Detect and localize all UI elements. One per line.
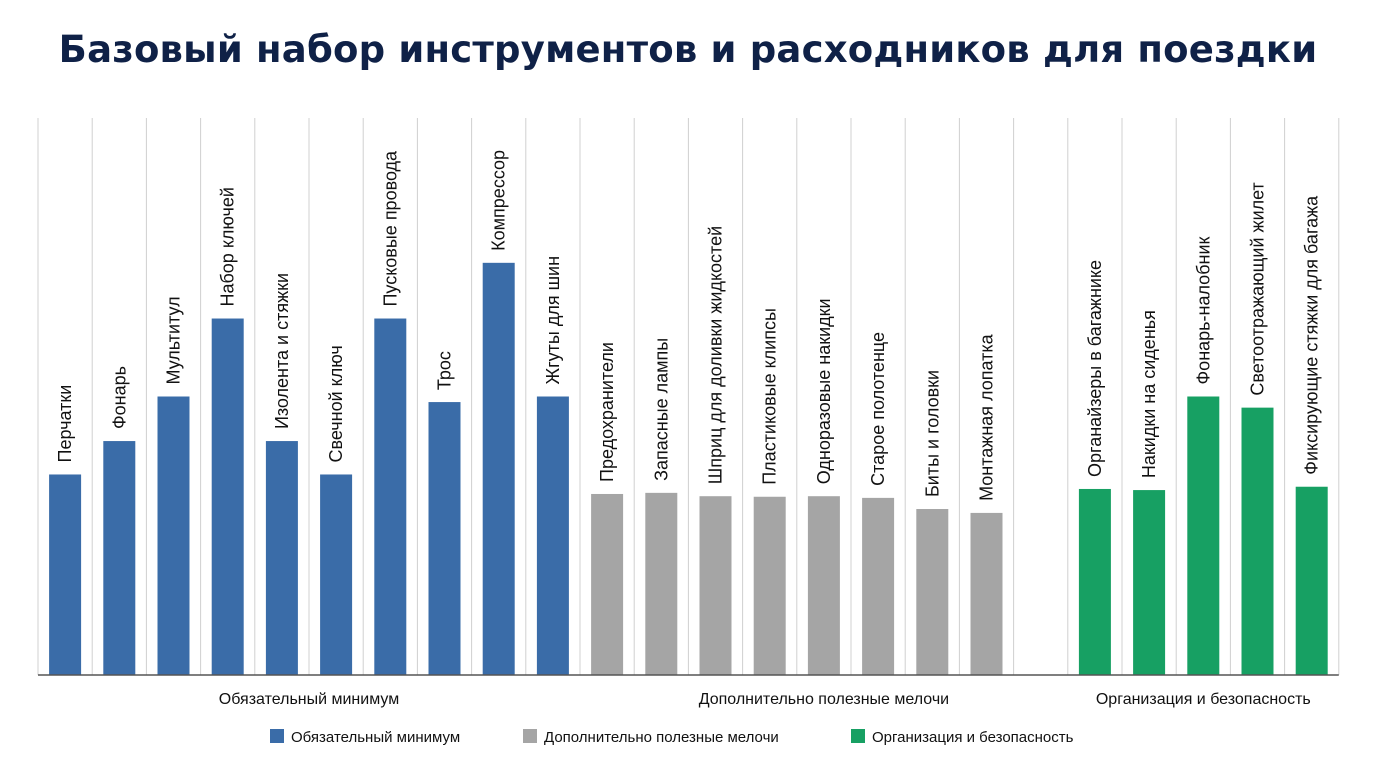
bar-label: Изолента и стяжки — [272, 273, 292, 429]
bar-label: Свечной ключ — [326, 345, 346, 462]
bar-label: Мультитул — [164, 296, 184, 384]
bar — [1295, 486, 1328, 675]
chart-title: Базовый набор инструментов и расходников… — [58, 28, 1318, 71]
group-label: Организация и безопасность — [1096, 691, 1311, 708]
bar-label: Монтажная лопатка — [977, 333, 997, 501]
bar — [482, 262, 515, 675]
bar — [536, 396, 569, 675]
bar — [1133, 490, 1166, 675]
bar — [211, 318, 244, 675]
bar — [916, 509, 949, 675]
bar-label: Одноразовые накидки — [814, 298, 834, 484]
bar — [862, 497, 895, 675]
bar — [970, 512, 1003, 675]
bar-label: Светоотражающий жилет — [1248, 182, 1268, 395]
bar-label: Компрессор — [489, 150, 509, 251]
bar-label: Пластиковые клипсы — [760, 308, 780, 485]
legend-label: Дополнительно полезные мелочи — [544, 729, 779, 746]
bar-label: Фонарь — [109, 366, 129, 429]
bar — [591, 493, 624, 675]
legend-swatch — [270, 729, 284, 743]
legend-swatch — [523, 729, 537, 743]
bar — [157, 396, 190, 675]
group-label: Обязательный минимум — [219, 691, 399, 708]
bar-label: Биты и головки — [922, 370, 942, 497]
bar-label: Старое полотенце — [868, 332, 888, 486]
bar-label: Набор ключей — [218, 187, 238, 306]
bar-label: Шприц для доливки жидкостей — [706, 226, 726, 484]
bar-label: Предохранители — [597, 342, 617, 482]
bar — [753, 496, 786, 675]
bar — [699, 496, 732, 675]
bar — [1187, 396, 1220, 675]
legend-label: Организация и безопасность — [872, 729, 1074, 746]
bar — [265, 441, 298, 675]
bar-label: Органайзеры в багажнике — [1085, 260, 1105, 477]
bar-label: Запасные лампы — [651, 338, 671, 481]
bar — [1078, 488, 1111, 675]
legend-label: Обязательный минимум — [291, 729, 460, 746]
bar-label: Жгуты для шин — [543, 256, 563, 385]
group-label: Дополнительно полезные мелочи — [699, 691, 949, 708]
bar — [428, 402, 461, 675]
bar-label: Накидки на сиденья — [1139, 310, 1159, 478]
bar-label: Перчатки — [55, 385, 75, 463]
bar — [645, 492, 678, 675]
bar-label: Пусковые провода — [380, 150, 400, 307]
bar — [49, 474, 82, 675]
bar-label: Фонарь-налобник — [1193, 236, 1213, 384]
bar-label: Трос — [435, 351, 455, 390]
bar — [1241, 407, 1274, 675]
bar — [807, 496, 840, 675]
bar — [374, 318, 407, 675]
bar-label: Фиксирующие стяжки для багажа — [1302, 195, 1322, 475]
bar — [320, 474, 353, 675]
bar — [103, 441, 136, 675]
legend-swatch — [851, 729, 865, 743]
